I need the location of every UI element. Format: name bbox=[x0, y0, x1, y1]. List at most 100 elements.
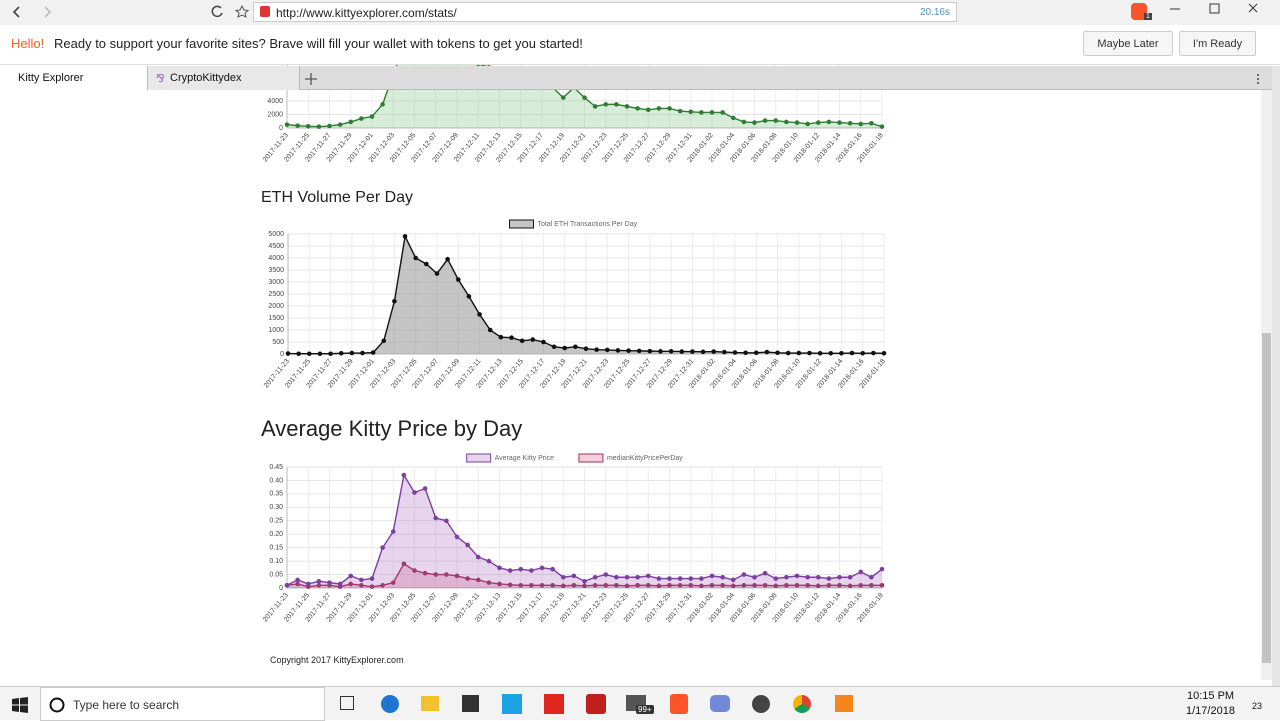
point bbox=[645, 573, 651, 579]
bookmark-button[interactable] bbox=[234, 4, 250, 18]
point bbox=[871, 350, 876, 356]
task-view[interactable] bbox=[340, 696, 354, 710]
point bbox=[285, 351, 291, 356]
tab-icon: ⅋ bbox=[156, 73, 165, 85]
point bbox=[518, 566, 524, 572]
point bbox=[858, 583, 864, 588]
point bbox=[720, 583, 725, 588]
point bbox=[677, 108, 683, 114]
point bbox=[475, 554, 481, 560]
brave-app[interactable] bbox=[670, 694, 688, 714]
y-tick-label: 1000 bbox=[268, 327, 284, 334]
point bbox=[401, 472, 407, 478]
legend-label: Total ETH Transactions Per Day bbox=[538, 221, 638, 228]
point bbox=[466, 294, 472, 299]
point bbox=[667, 106, 672, 111]
store-app[interactable] bbox=[462, 695, 479, 712]
tab[interactable]: ⅋ CryptoKittydex bbox=[148, 66, 300, 90]
point bbox=[773, 576, 779, 581]
point bbox=[530, 337, 536, 342]
y-tick-label: 0.25 bbox=[269, 518, 283, 525]
point bbox=[454, 534, 460, 540]
point bbox=[497, 581, 502, 587]
maximize[interactable] bbox=[1209, 3, 1220, 14]
forward-button[interactable] bbox=[44, 6, 52, 18]
back-button[interactable] bbox=[12, 6, 20, 18]
point bbox=[869, 583, 874, 588]
mcafee-app[interactable] bbox=[586, 694, 606, 714]
chrome-app[interactable] bbox=[793, 695, 811, 713]
menu[interactable] bbox=[1254, 72, 1262, 86]
settings-app[interactable] bbox=[752, 695, 770, 713]
edge-app[interactable] bbox=[381, 695, 399, 713]
point bbox=[412, 568, 417, 573]
reload-button[interactable] bbox=[211, 5, 223, 18]
point bbox=[592, 583, 598, 588]
toolbar-icons bbox=[12, 3, 1258, 20]
l-app[interactable] bbox=[502, 694, 522, 714]
point bbox=[743, 350, 748, 356]
metamask-app[interactable] bbox=[835, 695, 853, 712]
point bbox=[741, 572, 747, 577]
point bbox=[679, 349, 685, 354]
point bbox=[753, 350, 759, 356]
point bbox=[656, 576, 662, 581]
point bbox=[381, 338, 387, 344]
tab-title: Kitty Explorer bbox=[18, 72, 84, 84]
y-tick-label: 500 bbox=[272, 339, 284, 346]
point bbox=[879, 583, 885, 588]
point bbox=[424, 261, 429, 267]
chart: Average Kitty Price by Day Average Kitty … bbox=[261, 416, 885, 624]
point bbox=[677, 583, 683, 588]
app[interactable] bbox=[544, 694, 564, 714]
point bbox=[348, 581, 354, 587]
search-box[interactable]: Type here to search bbox=[40, 687, 325, 721]
point bbox=[316, 578, 322, 584]
point bbox=[401, 561, 407, 567]
point bbox=[582, 95, 587, 100]
y-tick-label: 0 bbox=[279, 125, 283, 132]
point bbox=[348, 573, 354, 579]
point bbox=[614, 574, 619, 580]
point bbox=[359, 116, 364, 121]
start-button[interactable] bbox=[12, 697, 28, 713]
chart-title: ETH Volume Per Day bbox=[261, 189, 413, 206]
point bbox=[582, 583, 587, 589]
point bbox=[359, 577, 364, 583]
point bbox=[390, 580, 396, 585]
scroll-thumb[interactable] bbox=[1262, 333, 1271, 663]
brave-icon[interactable] bbox=[1131, 3, 1147, 20]
explorer-app[interactable] bbox=[421, 696, 439, 711]
point bbox=[454, 573, 460, 579]
ready-button[interactable]: I'm Ready bbox=[1179, 31, 1256, 56]
point bbox=[614, 583, 619, 588]
point bbox=[647, 348, 653, 354]
notification-count[interactable]: 23 bbox=[1252, 701, 1263, 711]
point bbox=[444, 518, 449, 524]
y-tick-label: 2000 bbox=[267, 111, 283, 118]
point bbox=[858, 569, 864, 575]
scrollbar[interactable] bbox=[1261, 90, 1272, 680]
point bbox=[796, 350, 802, 356]
point bbox=[709, 583, 715, 588]
point bbox=[316, 583, 322, 588]
point bbox=[360, 350, 365, 356]
point bbox=[306, 351, 312, 357]
point bbox=[847, 120, 853, 126]
maybe-later-button[interactable]: Maybe Later bbox=[1083, 31, 1173, 56]
point bbox=[550, 566, 555, 572]
point bbox=[380, 545, 385, 550]
point bbox=[635, 106, 640, 111]
discord-app[interactable] bbox=[710, 695, 730, 712]
point bbox=[390, 529, 396, 534]
close[interactable] bbox=[1248, 3, 1258, 13]
point bbox=[699, 583, 704, 589]
new-tab[interactable] bbox=[304, 72, 318, 86]
tab-active[interactable]: Kitty Explorer bbox=[0, 66, 148, 90]
area bbox=[287, 563, 882, 588]
url-bar[interactable]: http://www.kittyexplorer.com/stats/ 20.1… bbox=[253, 2, 957, 22]
tab-title: CryptoKittydex bbox=[170, 72, 242, 84]
point bbox=[305, 581, 311, 587]
insecure-icon bbox=[260, 6, 270, 17]
point bbox=[284, 122, 290, 127]
